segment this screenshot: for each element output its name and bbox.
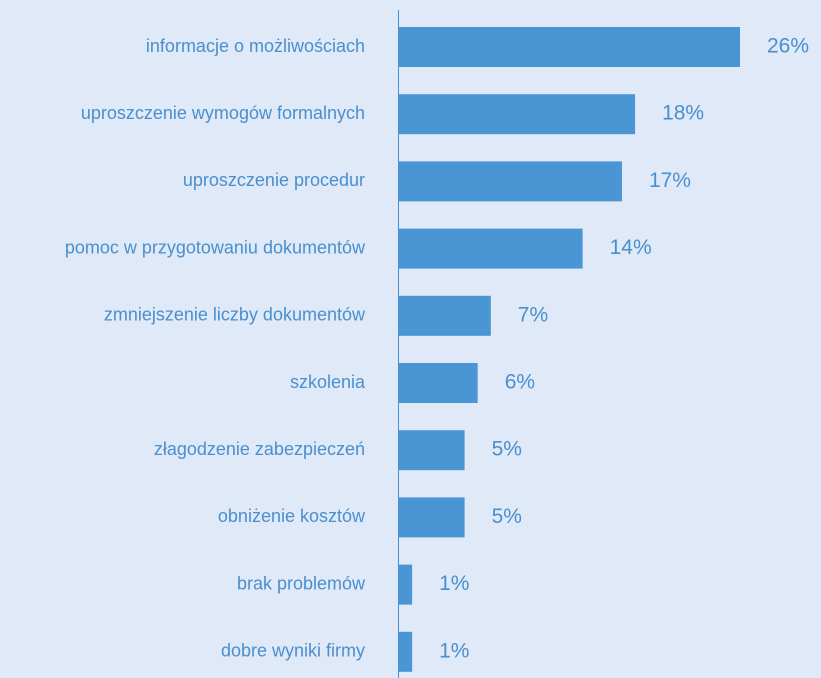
value-label: 7%: [518, 303, 548, 326]
value-label: 1%: [439, 639, 469, 662]
category-label: szkolenia: [290, 372, 366, 392]
category-label: pomoc w przygotowaniu dokumentów: [65, 237, 366, 257]
bar: [399, 564, 413, 605]
bar: [399, 430, 465, 471]
value-label: 6%: [505, 371, 535, 394]
bar: [399, 295, 491, 336]
bar: [399, 161, 622, 202]
category-label: dobre wyniki firmy: [221, 641, 365, 661]
value-label: 18%: [662, 102, 704, 125]
bar: [399, 631, 413, 672]
category-label: informacje o możliwościach: [146, 36, 365, 56]
category-label: uproszczenie procedur: [183, 170, 365, 190]
value-label: 5%: [492, 505, 522, 528]
bar: [399, 94, 636, 135]
bar: [399, 497, 465, 538]
category-label: zmniejszenie liczby dokumentów: [104, 305, 366, 325]
value-label: 26%: [767, 35, 809, 58]
category-label: obniżenie kosztów: [218, 506, 366, 526]
category-label: złagodzenie zabezpieczeń: [154, 439, 365, 459]
bar: [399, 228, 583, 269]
bar: [399, 363, 478, 403]
category-label: uproszczenie wymogów formalnych: [81, 103, 365, 123]
value-label: 5%: [492, 438, 522, 461]
bar: [399, 27, 740, 67]
value-label: 14%: [610, 236, 652, 259]
value-label: 1%: [439, 572, 469, 595]
category-label: brak problemów: [237, 573, 366, 593]
value-label: 17%: [649, 169, 691, 192]
